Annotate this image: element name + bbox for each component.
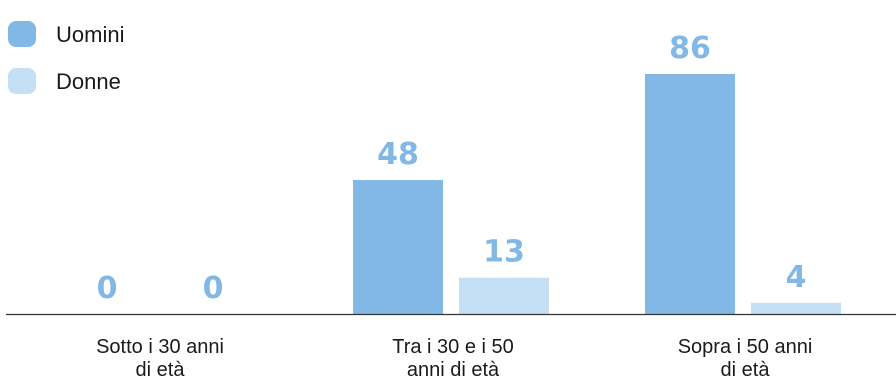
legend-label-donne: Donne (56, 69, 121, 94)
value-label-donne-1: 13 (483, 235, 525, 270)
legend-swatch-donne (8, 68, 36, 94)
bar-uomini-1 (353, 180, 443, 314)
category-label-2-line-0: Sopra i 50 anni (678, 336, 813, 358)
category-label-0-line-1: di età (136, 359, 186, 381)
category-label-0-line-0: Sotto i 30 anni (96, 336, 224, 358)
value-label-uomini-1: 48 (377, 137, 419, 172)
value-label-uomini-0: 0 (97, 271, 118, 306)
bar-donne-2 (751, 302, 841, 314)
bar-uomini-2 (645, 74, 735, 314)
value-label-donne-0: 0 (203, 271, 224, 306)
value-label-donne-2: 4 (786, 260, 807, 295)
category-label-2-line-1: di età (721, 359, 771, 381)
value-labels: 0 0 48 13 86 4 (97, 31, 807, 306)
legend: Uomini Donne (8, 21, 124, 94)
value-label-uomini-2: 86 (669, 31, 711, 66)
category-label-1-line-1: anni di età (407, 359, 500, 381)
bar-donne-1 (459, 277, 549, 314)
bars (353, 74, 841, 314)
legend-label-uomini: Uomini (56, 22, 124, 47)
category-label-1-line-0: Tra i 30 e i 50 (392, 336, 514, 358)
legend-swatch-uomini (8, 21, 36, 47)
